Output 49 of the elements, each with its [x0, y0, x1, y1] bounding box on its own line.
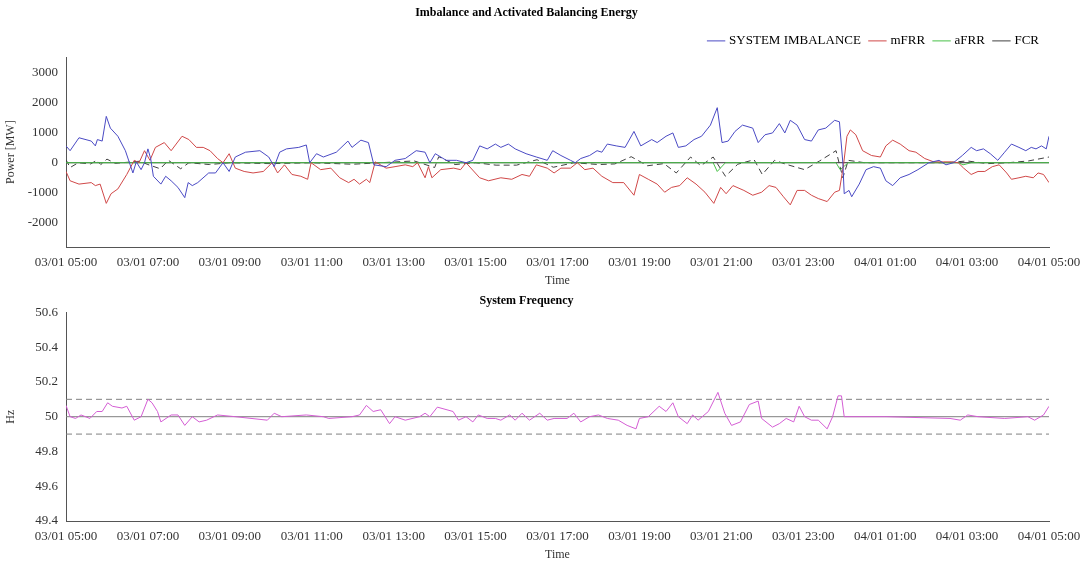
x-tick-label: 03/01 13:00 [362, 528, 425, 544]
y-tick-label: 0 [51, 154, 58, 170]
x-tick-label: 03/01 15:00 [444, 254, 507, 270]
x-tick-label: 03/01 15:00 [444, 528, 507, 544]
x-tick-label: 04/01 05:00 [1017, 254, 1081, 270]
y-tick-label: 3000 [32, 63, 58, 79]
y-axis-title: Power [MW] [3, 120, 18, 185]
x-tick-label: 03/01 19:00 [608, 254, 671, 270]
x-tick-label: 04/01 03:00 [935, 254, 999, 270]
chart-title: Imbalance and Activated Balancing Energy [415, 5, 638, 20]
y-tick-label: 50.4 [35, 338, 59, 354]
x-tick-label: 04/01 01:00 [853, 254, 917, 270]
x-tick-label: 04/01 01:00 [853, 528, 917, 544]
y-tick-label: 2000 [32, 93, 58, 109]
legend-label: aFRR [954, 32, 986, 48]
y-tick-label: 49.6 [35, 477, 59, 493]
legend-label: mFRR [890, 32, 926, 48]
x-tick-label: 03/01 21:00 [690, 254, 753, 270]
chart-title: System Frequency [479, 293, 574, 308]
x-tick-label: 03/01 19:00 [608, 528, 671, 544]
x-tick-label: 03/01 05:00 [34, 254, 98, 270]
x-tick-label: 04/01 05:00 [1017, 528, 1081, 544]
y-tick-label: 49.8 [35, 442, 58, 458]
y-axis-title: Hz [3, 409, 18, 424]
y-tick-label: -2000 [27, 214, 58, 230]
y-tick-label: 49.4 [35, 512, 59, 528]
x-tick-label: 04/01 03:00 [935, 528, 999, 544]
y-tick-label: -1000 [27, 184, 58, 200]
y-tick-label: 50 [45, 408, 58, 424]
x-tick-label: 03/01 11:00 [280, 528, 343, 544]
x-tick-label: 03/01 07:00 [116, 254, 180, 270]
x-axis-title: Time [545, 546, 570, 561]
x-tick-label: 03/01 13:00 [362, 254, 425, 270]
x-tick-label: 03/01 23:00 [772, 528, 835, 544]
x-tick-label: 03/01 05:00 [34, 528, 98, 544]
legend-label: SYSTEM IMBALANCE [729, 32, 861, 48]
x-tick-label: 03/01 09:00 [198, 528, 262, 544]
x-tick-label: 03/01 21:00 [690, 528, 753, 544]
x-tick-label: 03/01 17:00 [526, 528, 589, 544]
x-axis-title: Time [545, 272, 570, 287]
y-tick-label: 50.6 [35, 303, 59, 319]
x-tick-label: 03/01 11:00 [280, 254, 343, 270]
x-tick-label: 03/01 17:00 [526, 254, 589, 270]
legend-label: FCR [1014, 32, 1040, 48]
x-tick-label: 03/01 23:00 [772, 254, 835, 270]
x-tick-label: 03/01 09:00 [198, 254, 262, 270]
y-tick-label: 1000 [32, 124, 58, 140]
y-tick-label: 50.2 [35, 373, 58, 389]
x-tick-label: 03/01 07:00 [116, 528, 180, 544]
